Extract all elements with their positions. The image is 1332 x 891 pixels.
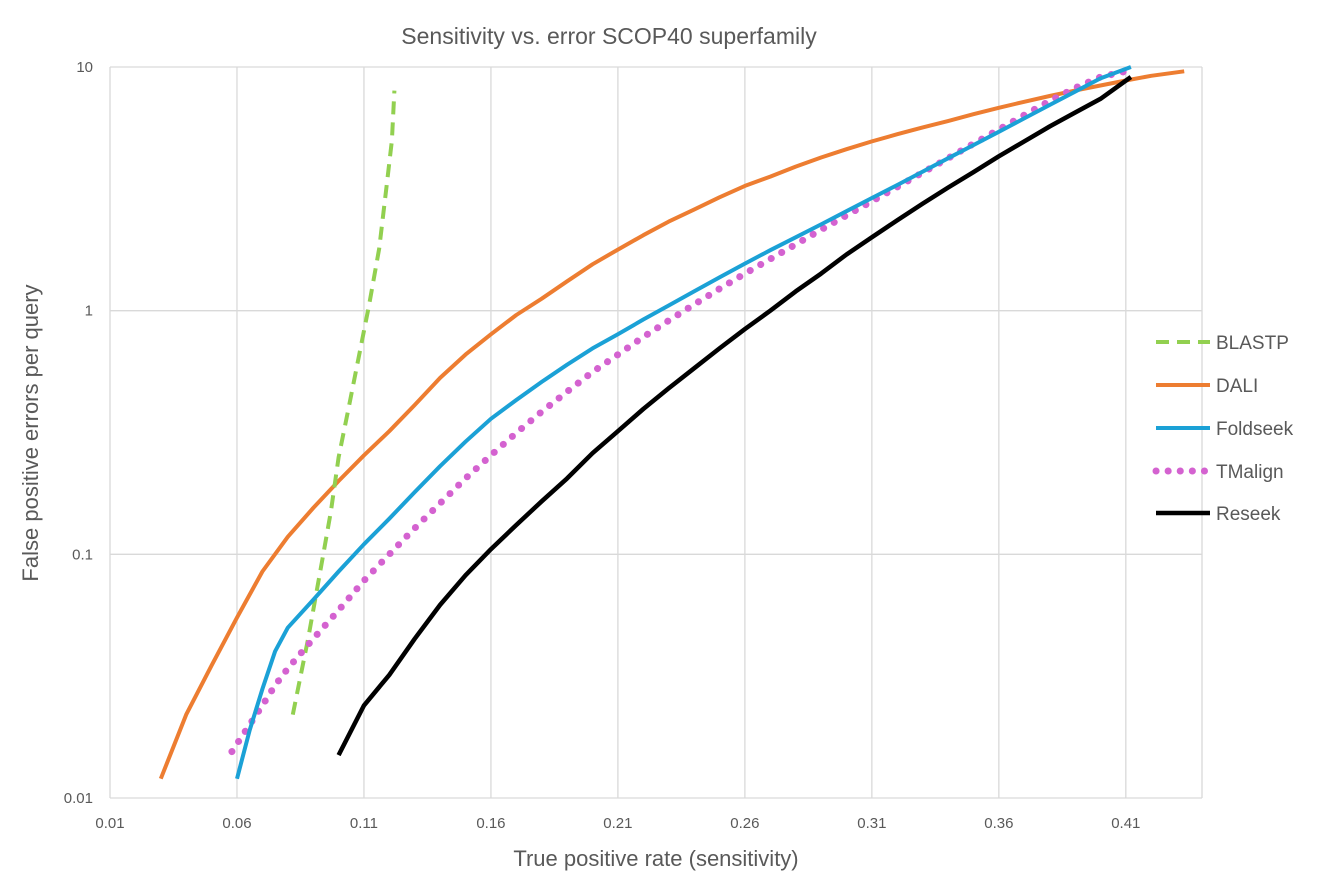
x-tick-label: 0.31 [857,815,886,832]
y-axis-title: False positive errors per query [18,284,43,581]
x-tick-label: 0.36 [984,815,1013,832]
series-line-tmalign [228,67,1130,756]
x-tick-label: 0.11 [350,815,378,832]
legend-label-dali: DALI [1216,376,1258,397]
legend-label-tmalign: TMalign [1216,462,1284,483]
plot-series [158,65,1185,780]
series-line-dali [158,69,1185,780]
tick-labels: 0.01 0.06 0.11 0.16 0.21 0.26 0.31 0.36 0.410.01… [64,59,1141,832]
legend-label-reseek: Reseek [1216,504,1281,525]
y-tick-label: 10 [76,59,93,76]
legend-label-foldseek: Foldseek [1216,419,1294,440]
x-tick-label: 0.21 [603,815,632,832]
x-tick-label: 0.01 [95,815,124,832]
legend: BLASTP DALI Foldseek TMalign Reseek [1152,333,1294,525]
x-axis-title: True positive rate (sensitivity) [513,846,798,871]
x-tick-label: 0.16 [476,815,505,832]
legend-label-blastp: BLASTP [1216,333,1289,354]
series-line-blastp [290,90,397,715]
x-tick-label: 0.26 [730,815,759,832]
y-tick-label: 0.01 [64,790,93,807]
series-line-reseek [336,75,1133,757]
chart-title: Sensitivity vs. error SCOP40 superfamily [401,23,817,49]
y-tick-label: 0.1 [72,546,93,563]
x-tick-label: 0.41 [1111,815,1140,832]
y-tick-label: 1 [85,303,93,320]
series-line-foldseek [235,65,1132,780]
x-tick-label: 0.06 [222,815,251,832]
